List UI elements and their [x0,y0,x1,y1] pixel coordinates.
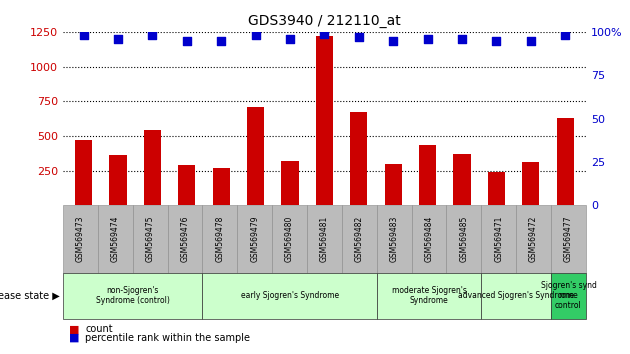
Bar [522,162,539,205]
Text: GSM569472: GSM569472 [529,216,538,262]
Bar [385,164,402,205]
Point [113,36,123,42]
Bar [144,130,161,205]
Text: GSM569480: GSM569480 [285,216,294,262]
Bar [75,140,92,205]
Bar [282,161,299,205]
Point [560,33,570,38]
Text: GSM569475: GSM569475 [146,216,154,262]
Point [526,38,536,44]
Text: percentile rank within the sample: percentile rank within the sample [85,333,250,343]
Point [354,34,364,40]
Bar [454,154,471,205]
Text: GSM569483: GSM569483 [390,216,399,262]
Text: advanced Sjogren's Syndrome: advanced Sjogren's Syndrome [458,291,574,300]
Point [251,33,261,38]
Point [216,38,226,44]
Point [491,38,501,44]
Text: early Sjogren's Syndrome: early Sjogren's Syndrome [241,291,339,300]
Text: GSM569473: GSM569473 [76,216,85,262]
Text: disease state ▶: disease state ▶ [0,291,60,301]
Bar [110,155,127,205]
Text: GSM569481: GSM569481 [320,216,329,262]
Text: GSM569477: GSM569477 [564,216,573,262]
Point [388,38,398,44]
Bar [419,145,436,205]
Bar [557,118,574,205]
Point [457,36,467,42]
Bar [350,112,367,205]
Text: non-Sjogren's
Syndrome (control): non-Sjogren's Syndrome (control) [96,286,169,305]
Point [319,31,329,36]
Bar [247,107,264,205]
Point [147,33,158,38]
Text: ■: ■ [69,324,80,334]
Text: GSM569471: GSM569471 [495,216,503,262]
Bar [213,168,230,205]
Text: GSM569478: GSM569478 [215,216,224,262]
Point [182,38,192,44]
Point [79,33,89,38]
Text: GSM569476: GSM569476 [181,216,190,262]
Text: Sjogren's synd
rome
control: Sjogren's synd rome control [541,281,597,310]
Bar [178,165,195,205]
Bar [488,172,505,205]
Text: GSM569474: GSM569474 [111,216,120,262]
Bar [316,36,333,205]
Title: GDS3940 / 212110_at: GDS3940 / 212110_at [248,14,401,28]
Text: GSM569479: GSM569479 [250,216,259,262]
Text: ■: ■ [69,333,80,343]
Text: moderate Sjogren's
Syndrome: moderate Sjogren's Syndrome [392,286,466,305]
Text: GSM569484: GSM569484 [425,216,433,262]
Text: GSM569485: GSM569485 [459,216,468,262]
Text: GSM569482: GSM569482 [355,216,364,262]
Text: count: count [85,324,113,334]
Point [423,36,433,42]
Point [285,36,295,42]
